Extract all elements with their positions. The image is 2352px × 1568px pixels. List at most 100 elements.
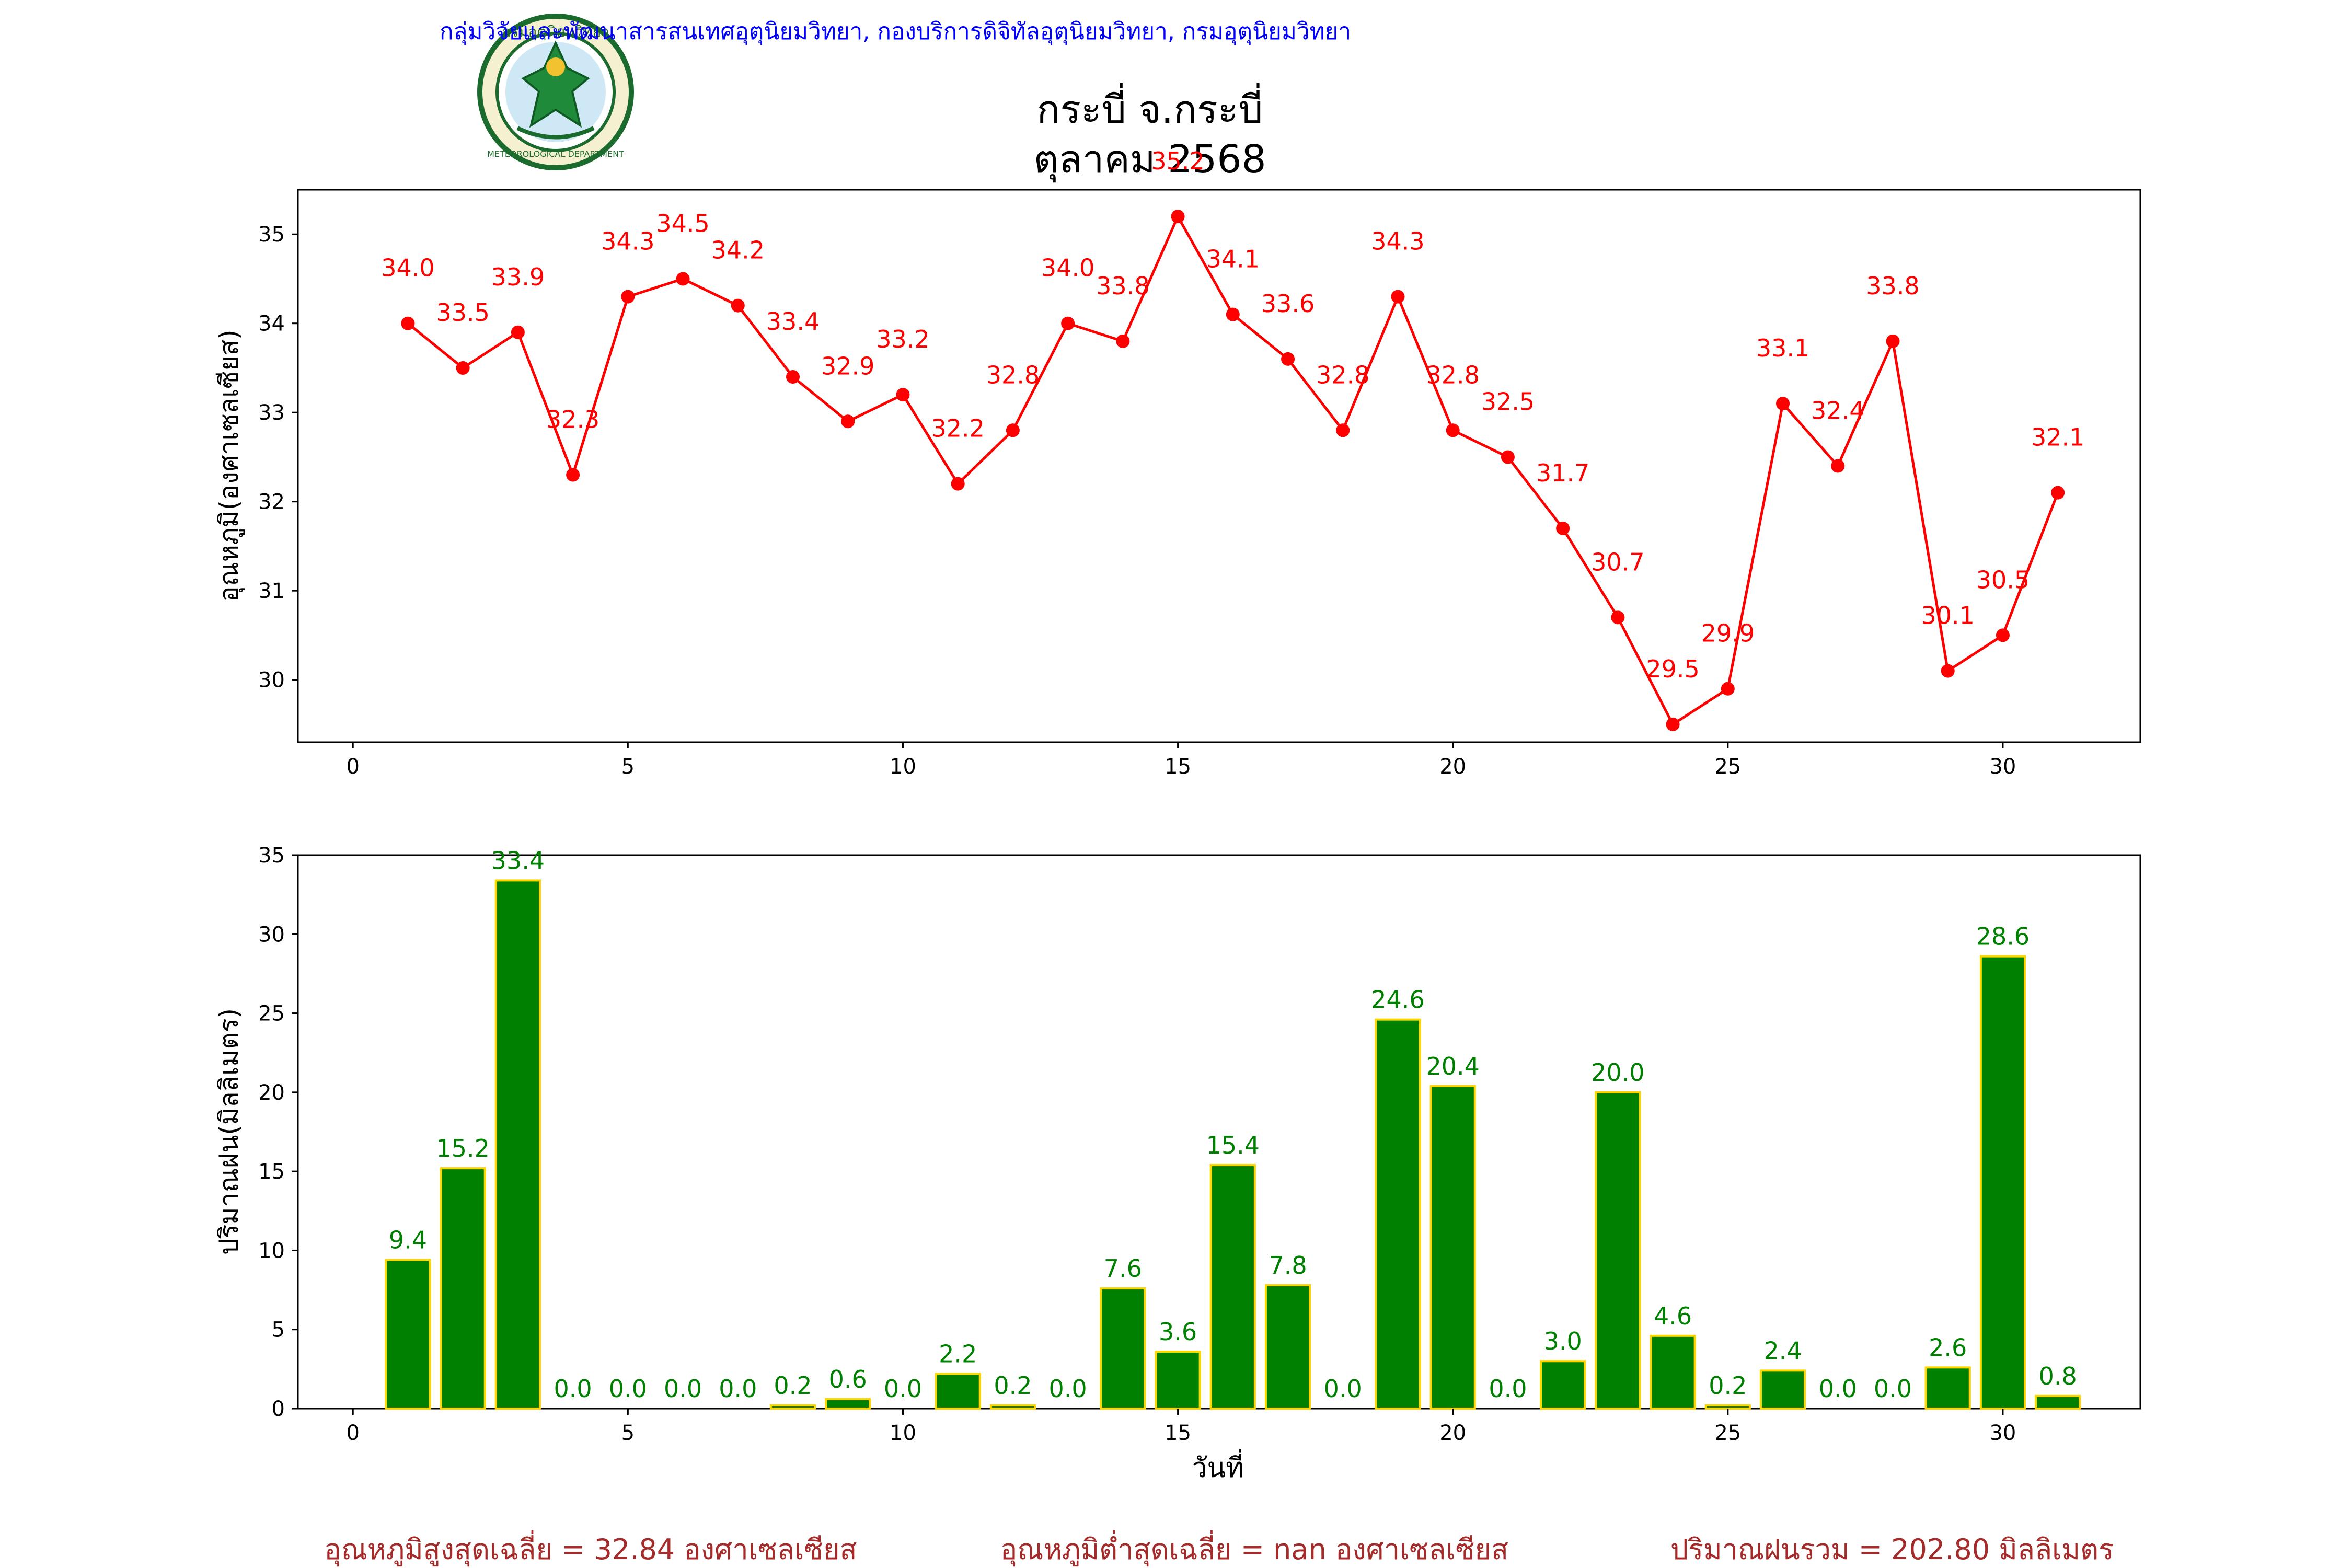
temperature-point	[1611, 610, 1625, 625]
meteorological-department-logo: กรมอุตุนิยมวิทยา METEOROLOGICAL DEPARTME…	[477, 14, 634, 170]
temperature-point	[1391, 290, 1405, 304]
temperature-point	[1226, 307, 1240, 321]
temperature-point	[456, 361, 470, 375]
rainfall-data-label: 3.0	[1544, 1327, 1582, 1355]
rainfall-bar	[989, 1404, 1036, 1410]
temperature-y-tick-label: 33	[258, 401, 285, 425]
temperature-data-label: 32.3	[546, 406, 599, 434]
temperature-point	[1721, 682, 1735, 696]
summary-avg-max: อุณหภูมิสูงสุดเฉลี่ย = 32.84 องศาเซลเซีย…	[324, 1530, 857, 1567]
rainfall-bar	[1375, 1018, 1421, 1410]
rainfall-bar	[385, 1259, 431, 1410]
logo-text-top: กรมอุตุนิยมวิทยา	[502, 23, 609, 41]
rainfall-bar	[2035, 1394, 2081, 1410]
temperature-point	[1941, 664, 1955, 678]
rainfall-bar	[1759, 1369, 1806, 1410]
rainfall-data-label: 9.4	[389, 1226, 427, 1254]
temperature-data-label: 32.2	[931, 414, 984, 443]
rainfall-data-label: 28.6	[1976, 923, 2030, 951]
temperature-point	[841, 414, 855, 429]
rainfall-bar	[1429, 1085, 1476, 1410]
rainfall-y-tick-label: 10	[258, 1239, 285, 1263]
temperature-point	[401, 316, 415, 330]
temperature-point	[1556, 521, 1570, 535]
rainfall-data-label: 0.0	[554, 1375, 592, 1403]
rainfall-data-label: 2.6	[1929, 1333, 1967, 1362]
temperature-data-label: 29.5	[1646, 655, 1699, 683]
rainfall-bar	[769, 1404, 816, 1410]
rainfall-y-tick-label: 30	[258, 923, 285, 947]
temperature-data-label: 32.5	[1481, 387, 1535, 416]
rainfall-y-tick-label: 35	[258, 844, 285, 868]
temperature-y-tick-label: 30	[258, 668, 285, 693]
rainfall-data-label: 20.0	[1591, 1058, 1644, 1087]
station-title: กระบี่ จ.กระบี่	[1037, 83, 1263, 132]
rainfall-data-label: 0.2	[1709, 1371, 1747, 1400]
temperature-data-label: 34.1	[1206, 245, 1260, 273]
rainfall-x-tick-label: 0	[346, 1421, 359, 1445]
temperature-point	[731, 298, 745, 313]
temperature-point	[1446, 423, 1460, 437]
rainfall-data-label: 0.0	[1324, 1375, 1362, 1403]
temperature-data-label: 34.2	[711, 236, 765, 264]
rainfall-bar	[825, 1398, 871, 1410]
temperature-x-tick-label: 20	[1439, 755, 1466, 779]
temperature-point	[1886, 334, 1900, 348]
temperature-data-label: 33.8	[1096, 272, 1149, 300]
rainfall-y-tick-label: 20	[258, 1081, 285, 1105]
rainfall-data-label: 0.0	[1819, 1375, 1857, 1403]
temperature-data-label: 34.3	[1371, 227, 1424, 256]
temperature-data-label: 31.7	[1536, 459, 1589, 487]
temperature-point	[951, 477, 965, 491]
rainfall-data-label: 4.6	[1654, 1302, 1692, 1330]
rainfall-data-label: 24.6	[1371, 986, 1424, 1014]
temperature-data-label: 30.1	[1921, 602, 1975, 630]
summary-avg-min: อุณหภูมิต่ำสุดเฉลี่ย = nan องศาเซลเซียส	[1000, 1530, 1508, 1567]
temperature-point	[1171, 210, 1185, 224]
rainfall-y-tick-label: 0	[272, 1397, 285, 1421]
rainfall-data-label: 33.4	[491, 846, 545, 874]
temperature-data-label: 32.8	[1426, 361, 1479, 389]
rainfall-data-label: 0.0	[1874, 1375, 1912, 1403]
temperature-x-tick-label: 5	[621, 755, 635, 779]
rainfall-y-tick-label: 5	[272, 1318, 285, 1342]
temperature-data-label: 34.0	[1041, 254, 1094, 282]
rainfall-chart: 9.4 15.2 33.4 0.0 0.0 0.0 0.0 0.2 0.6 0.0 2.2 0.2 0.…	[214, 844, 2141, 1484]
temperature-plot-frame	[297, 189, 2141, 743]
temperature-point	[621, 290, 635, 304]
temperature-point	[1996, 628, 2010, 642]
rainfall-bar	[1924, 1366, 1971, 1410]
temperature-data-label: 30.5	[1976, 566, 2030, 594]
rainfall-data-label: 3.6	[1159, 1318, 1197, 1346]
rainfall-data-label: 2.2	[939, 1340, 977, 1368]
temperature-point	[1281, 352, 1295, 366]
temperature-point	[1831, 459, 1845, 473]
temperature-point	[566, 468, 580, 482]
rainfall-bar	[935, 1373, 981, 1410]
rainfall-data-label: 0.0	[609, 1375, 647, 1403]
rainfall-data-label: 0.6	[829, 1365, 867, 1393]
temperature-y-tick-label: 31	[258, 579, 285, 603]
rainfall-data-label: 0.2	[994, 1371, 1032, 1400]
logo-text-bottom: METEOROLOGICAL DEPARTMENT	[487, 149, 624, 159]
temperature-series-line	[407, 213, 2059, 727]
rainfall-data-label: 0.0	[884, 1375, 922, 1403]
rainfall-data-label: 0.0	[664, 1375, 702, 1403]
rainfall-y-tick-label: 25	[258, 1002, 285, 1026]
temperature-y-tick-label: 34	[258, 312, 285, 336]
temperature-point	[1776, 397, 1790, 411]
temperature-data-label: 34.3	[601, 227, 654, 256]
rainfall-x-tick-label: 5	[621, 1421, 635, 1445]
rainfall-bar	[1100, 1287, 1146, 1410]
temperature-point	[786, 370, 800, 384]
temperature-data-label: 35.2	[1151, 147, 1204, 175]
rainfall-data-label: 7.8	[1269, 1251, 1307, 1279]
temperature-point	[1061, 316, 1075, 330]
rainfall-data-label: 2.4	[1763, 1336, 1802, 1365]
temperature-data-label: 32.8	[986, 361, 1040, 389]
temperature-point	[511, 325, 525, 339]
rainfall-bar	[1650, 1334, 1696, 1410]
temperature-data-label: 33.2	[876, 325, 929, 353]
